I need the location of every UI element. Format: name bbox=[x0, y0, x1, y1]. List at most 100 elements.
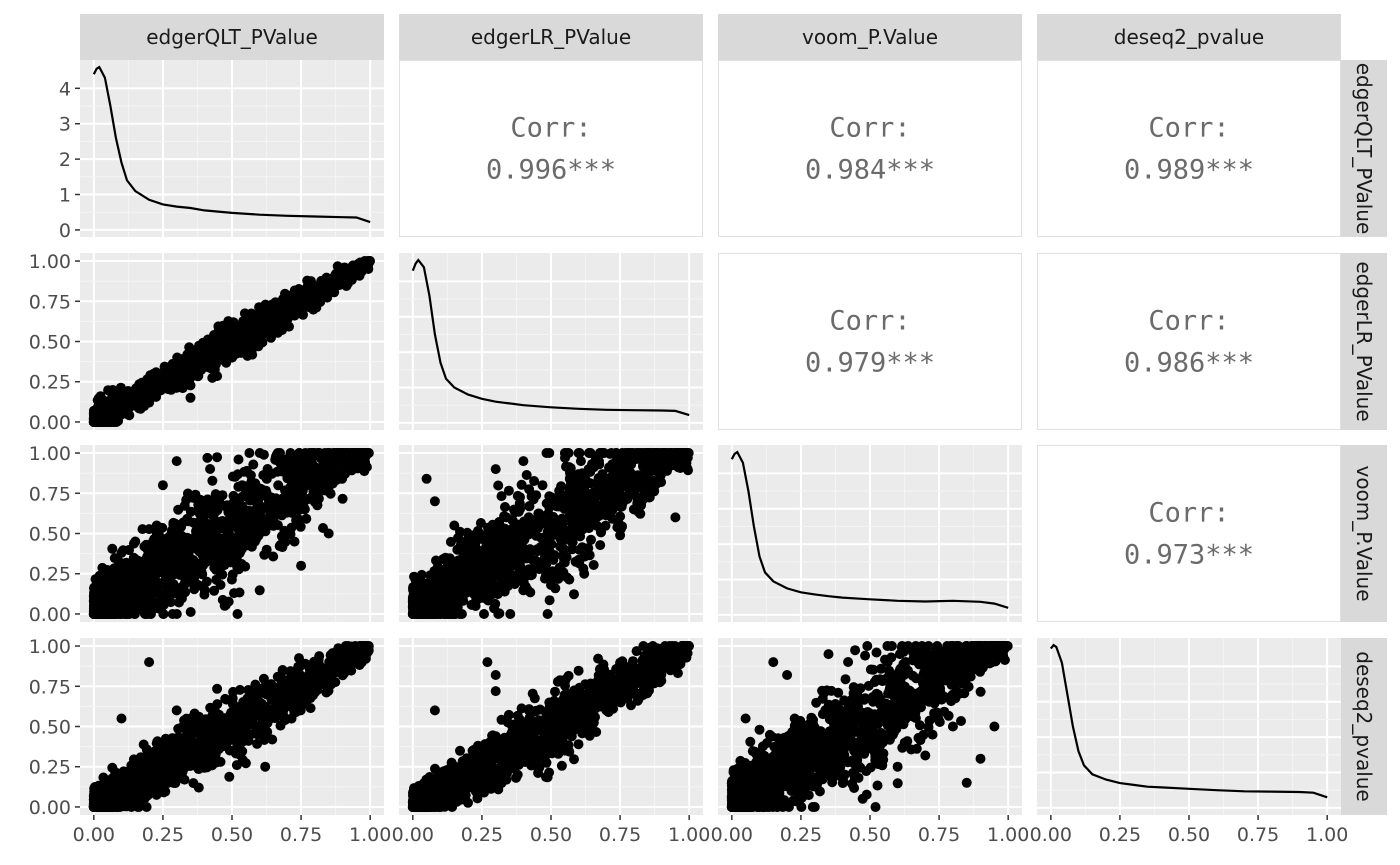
scatter-point bbox=[606, 448, 617, 458]
scatter-point bbox=[298, 501, 309, 512]
scatter-point bbox=[102, 579, 113, 590]
scatter-point bbox=[232, 609, 243, 619]
scatter-point bbox=[483, 522, 493, 533]
scatter-outlier bbox=[171, 370, 182, 381]
scatter-point bbox=[109, 567, 119, 578]
scatter-point bbox=[346, 456, 357, 467]
scatter-point bbox=[656, 477, 667, 488]
scatter-point bbox=[652, 448, 663, 458]
scatter-point bbox=[245, 483, 256, 494]
scatter-point bbox=[260, 490, 271, 501]
row-strip bbox=[1341, 253, 1387, 430]
scatter-point bbox=[505, 609, 516, 619]
scatter-point bbox=[479, 609, 489, 619]
scatter-point bbox=[493, 480, 504, 491]
scatter-point bbox=[682, 463, 693, 474]
scatter-point bbox=[499, 586, 510, 597]
scatter-point bbox=[152, 587, 163, 598]
scatter-point bbox=[107, 608, 117, 619]
scatter-point bbox=[306, 477, 316, 488]
scatter-point bbox=[521, 553, 532, 564]
scatter-point bbox=[148, 570, 159, 581]
scatter-point bbox=[290, 298, 301, 309]
scatter-point bbox=[609, 473, 620, 484]
correlation-panel bbox=[718, 60, 1022, 237]
scatter-point bbox=[503, 485, 514, 496]
scatter-point bbox=[176, 354, 187, 365]
correlation-label: Corr: bbox=[829, 113, 910, 144]
scatter-point bbox=[165, 597, 176, 608]
scatter-point bbox=[296, 489, 307, 500]
scatter-point bbox=[270, 299, 281, 310]
scatter-point bbox=[171, 609, 182, 619]
scatter-point bbox=[483, 546, 493, 557]
scatter-point bbox=[586, 492, 597, 503]
scatter-point bbox=[581, 500, 592, 511]
row-strip bbox=[1341, 60, 1387, 237]
scatter-point bbox=[649, 456, 660, 467]
scatter-point bbox=[299, 286, 310, 297]
scatter-point bbox=[219, 600, 230, 611]
scatter-point bbox=[293, 453, 304, 463]
scatter-point bbox=[322, 485, 333, 496]
correlation-label: Corr: bbox=[510, 113, 591, 144]
scatter-point bbox=[179, 379, 190, 390]
scatter-point bbox=[345, 264, 356, 275]
scatter-point bbox=[543, 508, 554, 519]
scatter-point bbox=[248, 459, 259, 470]
correlation-value: 0.984*** bbox=[805, 155, 935, 186]
scatter-point bbox=[410, 574, 421, 585]
scatter-point bbox=[364, 256, 375, 266]
scatter-point bbox=[204, 359, 215, 370]
scatter-point bbox=[470, 569, 481, 580]
correlation-panel bbox=[1037, 253, 1341, 430]
scatter-point bbox=[309, 287, 320, 298]
scatter-point bbox=[504, 568, 515, 579]
scatter-point bbox=[93, 393, 104, 404]
scatter-outlier bbox=[254, 528, 265, 539]
row-strip-label: edgerLR_PValue bbox=[1352, 261, 1376, 421]
scatter-point bbox=[270, 454, 281, 465]
scatter-point bbox=[361, 462, 372, 472]
scatter-point bbox=[573, 448, 584, 458]
scatter-point bbox=[489, 603, 500, 614]
scatter-point bbox=[92, 407, 103, 418]
scatter-point bbox=[185, 506, 196, 517]
scatter-point bbox=[172, 560, 183, 571]
scatter-outlier bbox=[116, 547, 127, 558]
scatter-point bbox=[600, 520, 611, 531]
scatter-point bbox=[557, 543, 568, 554]
scatter-point bbox=[541, 448, 552, 458]
scatter-point bbox=[524, 501, 535, 512]
scatter-point bbox=[665, 448, 676, 458]
scatter-point bbox=[105, 596, 116, 607]
scatter-point bbox=[166, 525, 177, 536]
scatter-outlier bbox=[323, 528, 334, 539]
scatter-point bbox=[246, 541, 257, 552]
scatter-point bbox=[150, 602, 161, 613]
scatter-point bbox=[285, 466, 296, 477]
row-strip-label: edgerQLT_PValue bbox=[1352, 63, 1376, 235]
scatter-point bbox=[569, 589, 579, 600]
scatter-point bbox=[207, 475, 218, 486]
correlation-value: 0.996*** bbox=[486, 155, 616, 186]
scatter-point bbox=[563, 448, 574, 458]
correlation-value: 0.986*** bbox=[1124, 348, 1254, 379]
scatter-point bbox=[291, 515, 302, 526]
scatter-point bbox=[173, 504, 184, 515]
scatter-point bbox=[210, 495, 221, 506]
correlation-value: 0.989*** bbox=[1124, 155, 1254, 186]
scatter-point bbox=[157, 549, 168, 560]
scatter-point bbox=[238, 320, 249, 331]
scatter-point bbox=[565, 463, 576, 474]
scatter-point bbox=[294, 466, 305, 477]
scatter-point bbox=[611, 457, 622, 468]
density-curve bbox=[92, 65, 371, 224]
scatter-point bbox=[594, 456, 604, 467]
scatter-point bbox=[183, 516, 194, 527]
column-strip bbox=[1037, 14, 1341, 60]
scatter-point bbox=[284, 321, 294, 332]
scatter-outlier bbox=[130, 536, 141, 547]
column-strip-label: edgerQLT_PValue bbox=[146, 25, 318, 49]
scatter-point bbox=[207, 372, 218, 383]
